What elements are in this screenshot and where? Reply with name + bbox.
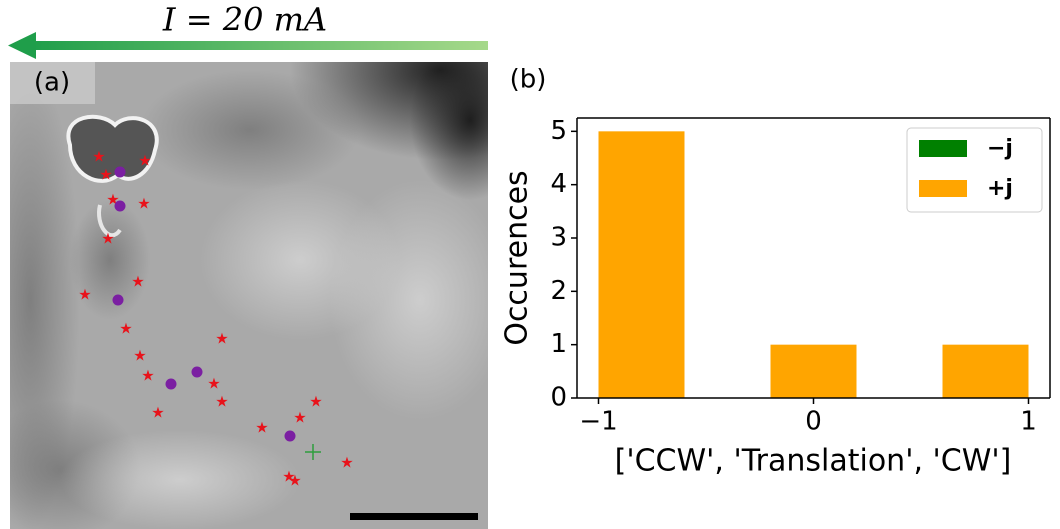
legend-label: −j	[987, 136, 1013, 161]
y-tick-label: 1	[550, 329, 567, 359]
legend-label: +j	[987, 176, 1013, 201]
svg-text:★: ★	[101, 230, 114, 248]
svg-text:★: ★	[137, 195, 150, 213]
current-label: I = 20 mA	[162, 1, 327, 39]
svg-text:★: ★	[141, 367, 154, 385]
svg-text:★: ★	[99, 166, 112, 184]
bar	[599, 131, 685, 398]
y-tick-label: 0	[550, 383, 567, 413]
svg-text:★: ★	[133, 347, 146, 365]
svg-text:★: ★	[288, 472, 301, 490]
x-tick-label: −1	[579, 407, 617, 437]
svg-text:★: ★	[309, 393, 322, 411]
svg-text:★: ★	[215, 393, 228, 411]
svg-text:★: ★	[255, 419, 268, 437]
svg-text:★: ★	[78, 286, 91, 304]
y-tick-label: 4	[550, 169, 567, 199]
x-axis-label: ['CCW', 'Translation', 'CW']	[615, 444, 1012, 479]
bar	[771, 345, 857, 398]
svg-text:★: ★	[138, 152, 151, 170]
svg-text:★: ★	[293, 409, 306, 427]
svg-text:★: ★	[119, 320, 132, 338]
svg-text:★: ★	[131, 273, 144, 291]
bar	[943, 345, 1029, 398]
x-tick-label: 1	[1020, 407, 1037, 437]
x-tick-label: 0	[805, 407, 822, 437]
legend-swatch	[919, 180, 967, 197]
panel-label: (b)	[510, 65, 547, 95]
panel-label: (a)	[34, 68, 70, 98]
y-tick-label: 2	[550, 276, 567, 306]
y-tick-label: 3	[550, 223, 567, 253]
svg-text:★: ★	[340, 454, 353, 472]
svg-text:★: ★	[92, 148, 105, 166]
svg-text:★: ★	[207, 375, 220, 393]
figure: I = 20 mA (a) ★★ ★★ ★★ ★★ ★★ ★★ ★★ ★★ ★★…	[0, 0, 1060, 529]
svg-text:★: ★	[215, 330, 228, 348]
y-tick-label: 5	[550, 116, 567, 146]
y-axis-label: Occurences	[500, 170, 535, 345]
svg-text:★: ★	[151, 404, 164, 422]
legend-swatch	[919, 140, 967, 157]
